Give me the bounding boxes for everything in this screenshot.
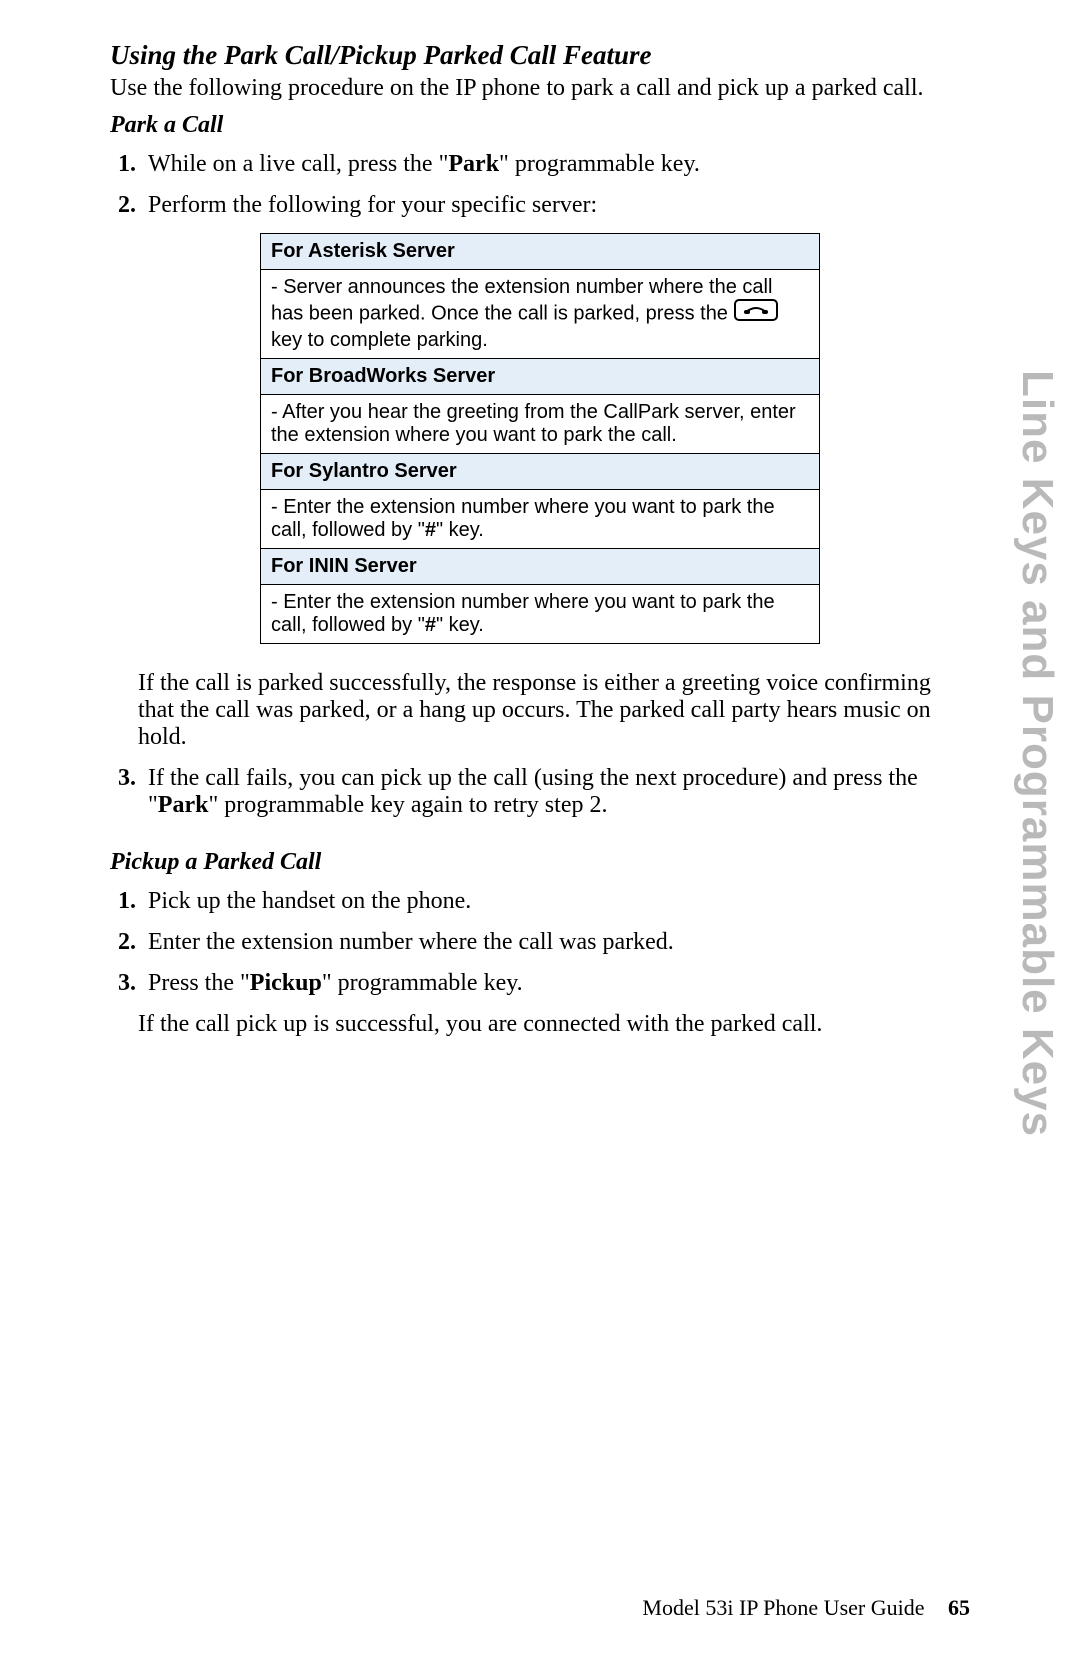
park-step-1: While on a live call, press the "Park" p… — [142, 151, 970, 178]
asterisk-body-post: key to complete parking. — [271, 329, 488, 351]
table-row: For ININ Server — [261, 549, 820, 585]
intro-text: Use the following procedure on the IP ph… — [110, 75, 970, 102]
asterisk-body-pre: - Server announces the extension number … — [271, 276, 772, 324]
table-body-broadworks: - After you hear the greeting from the C… — [261, 395, 820, 454]
sylantro-body-bold: # — [425, 519, 436, 541]
pickup-step-3-pre: Press the " — [148, 970, 250, 996]
park-step-3-post: " programmable key again to retry step 2… — [208, 792, 607, 818]
table-body-asterisk: - Server announces the extension number … — [261, 270, 820, 359]
table-header-sylantro: For Sylantro Server — [261, 454, 820, 490]
table-header-inin: For ININ Server — [261, 549, 820, 585]
side-section-label: Line Keys and Programmable Keys — [1012, 370, 1062, 1137]
table-body-inin: - Enter the extension number where you w… — [261, 585, 820, 644]
table-row: For Sylantro Server — [261, 454, 820, 490]
pickup-steps-list: Pick up the handset on the phone. Enter … — [110, 888, 970, 997]
footer-page-number: 65 — [948, 1595, 970, 1620]
table-row: - Server announces the extension number … — [261, 270, 820, 359]
inin-body-post: " key. — [436, 614, 484, 636]
table-row: For Asterisk Server — [261, 234, 820, 270]
pickup-post-note: If the call pick up is successful, you a… — [138, 1011, 970, 1038]
park-step-2: Perform the following for your specific … — [142, 192, 970, 219]
page-footer: Model 53i IP Phone User Guide 65 — [642, 1595, 970, 1621]
park-steps-list-cont: If the call fails, you can pick up the c… — [110, 765, 970, 819]
park-post-table-note: If the call is parked successfully, the … — [138, 670, 970, 751]
table-body-sylantro: - Enter the extension number where you w… — [261, 490, 820, 549]
main-heading: Using the Park Call/Pickup Parked Call F… — [110, 40, 970, 71]
pickup-heading: Pickup a Parked Call — [110, 849, 970, 876]
sylantro-body-pre: - Enter the extension number where you w… — [271, 496, 775, 541]
pickup-step-2: Enter the extension number where the cal… — [142, 929, 970, 956]
table-row: - Enter the extension number where you w… — [261, 585, 820, 644]
park-step-3-bold: Park — [158, 792, 209, 818]
inin-body-pre: - Enter the extension number where you w… — [271, 591, 775, 636]
park-step-1-post: " programmable key. — [499, 151, 700, 177]
footer-title: Model 53i IP Phone User Guide — [642, 1595, 924, 1620]
pickup-step-3: Press the "Pickup" programmable key. — [142, 970, 970, 997]
server-table: For Asterisk Server - Server announces t… — [260, 233, 820, 644]
park-step-3: If the call fails, you can pick up the c… — [142, 765, 970, 819]
inin-body-bold: # — [425, 614, 436, 636]
pickup-step-3-post: " programmable key. — [322, 970, 523, 996]
park-step-1-pre: While on a live call, press the " — [148, 151, 448, 177]
table-row: - After you hear the greeting from the C… — [261, 395, 820, 454]
table-header-asterisk: For Asterisk Server — [261, 234, 820, 270]
goodbye-key-icon — [734, 299, 778, 327]
pickup-step-3-bold: Pickup — [250, 970, 322, 996]
park-step-1-bold: Park — [448, 151, 499, 177]
park-steps-list: While on a live call, press the "Park" p… — [110, 151, 970, 219]
park-heading: Park a Call — [110, 112, 970, 139]
table-row: - Enter the extension number where you w… — [261, 490, 820, 549]
table-row: For BroadWorks Server — [261, 359, 820, 395]
table-header-broadworks: For BroadWorks Server — [261, 359, 820, 395]
pickup-step-1: Pick up the handset on the phone. — [142, 888, 970, 915]
sylantro-body-post: " key. — [436, 519, 484, 541]
